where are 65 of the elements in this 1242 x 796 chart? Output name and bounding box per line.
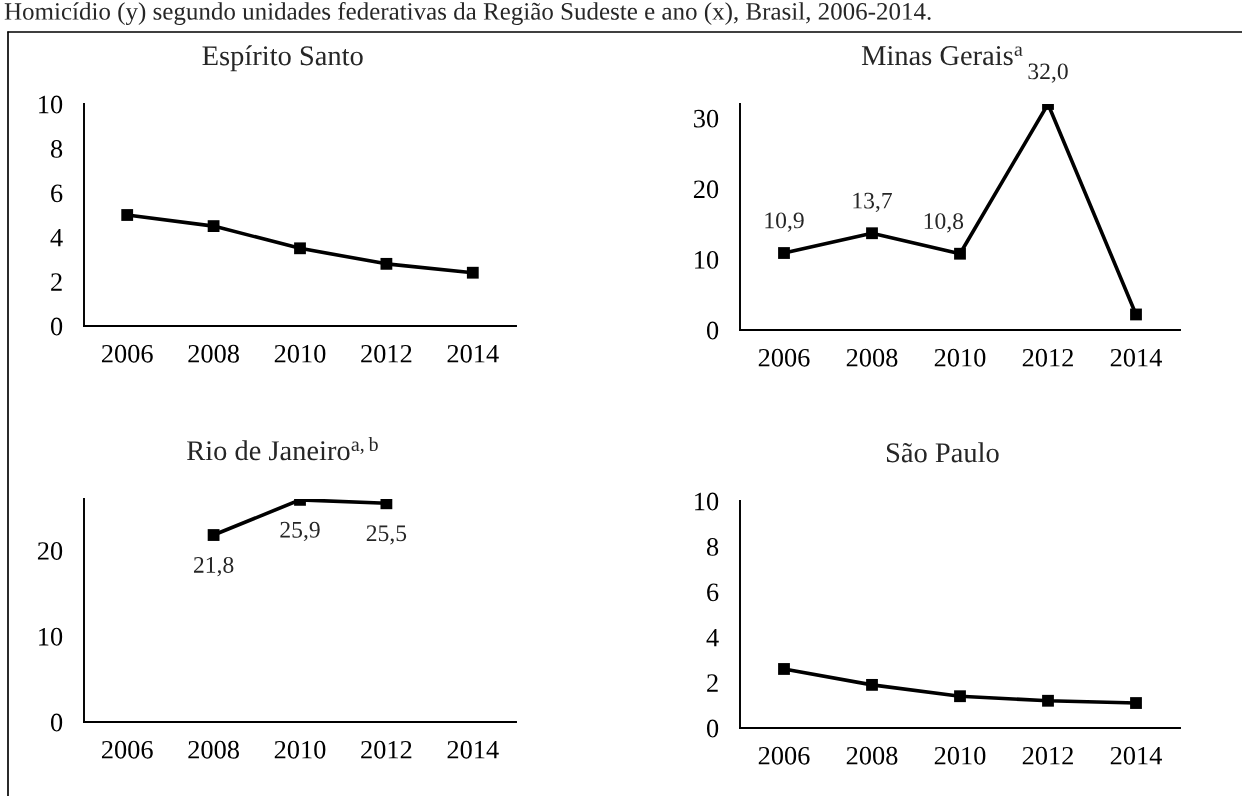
x-tick-label: 2010 (934, 348, 986, 367)
chart-title: São Paulo (886, 442, 999, 463)
data-label: 10,9 (765, 212, 804, 232)
x-tick-label: 2014 (447, 344, 499, 363)
point (778, 247, 790, 259)
chart-title: Minas Gerais$^{a}$ (861, 46, 1023, 66)
y-tick-label: 0 (706, 719, 719, 738)
x-tick-label: 2008 (188, 344, 239, 363)
point (1130, 308, 1142, 321)
y-tick-label: 10 (695, 492, 719, 511)
x-tick-label: 2010 (274, 740, 326, 759)
x-tick-label: 2008 (846, 348, 898, 367)
x-tick-label: 2012 (1022, 746, 1073, 765)
y-tick-label: 20 (693, 180, 719, 199)
x-tick-label: 2006 (758, 746, 810, 765)
point (380, 257, 393, 270)
data-label: 13,7 (853, 192, 892, 212)
x-tick-label: 2006 (101, 740, 153, 759)
y-tick-label: 2 (51, 273, 62, 291)
y-tick-label: 0 (706, 321, 719, 340)
point (121, 209, 134, 221)
x-tick-label: 2010 (934, 746, 986, 765)
x-tick-label: 2008 (846, 746, 898, 765)
y-tick-label: 10 (39, 627, 63, 646)
data-label: 25,9 (280, 521, 320, 542)
chart-title: Rio de Janeiro$^{a,b}$ (187, 437, 378, 461)
point (1130, 697, 1142, 709)
text: Homicídio (y) segundo unidades federativas da Região Sudeste e ano (x), Brasil, 2006-2014. (4, 2, 931, 25)
y-tick-label: 8 (50, 140, 63, 158)
x-tick-label: 2014 (1110, 746, 1162, 765)
point (866, 678, 878, 691)
point (294, 242, 306, 255)
point (778, 663, 790, 675)
y-tick-label: 4 (706, 628, 719, 647)
y-tick-label: 8 (706, 538, 719, 556)
y-tick-label: 30 (694, 109, 719, 128)
y-tick-label: 10 (695, 250, 719, 269)
y-tick-label: 0 (50, 713, 63, 732)
y-tick-label: 6 (707, 583, 719, 602)
point (866, 227, 878, 240)
x-tick-label: 2012 (361, 740, 412, 759)
x-tick-label: 2010 (274, 344, 326, 363)
point (954, 690, 966, 703)
y-tick-label: 6 (51, 184, 63, 203)
x-tick-label: 2012 (361, 344, 412, 363)
point (207, 220, 220, 232)
point (1042, 694, 1054, 707)
data-label: 32,0 (1028, 63, 1068, 83)
x-tick-label: 2006 (758, 348, 810, 367)
y-tick-label: 4 (50, 228, 63, 247)
x-tick-label: 2006 (101, 344, 153, 363)
y-tick-label: 2 (707, 674, 718, 692)
x-tick-label: 2008 (188, 740, 239, 759)
point (466, 266, 479, 279)
data-label: 10,8 (924, 213, 964, 233)
chart-title: Espírito Santo (202, 45, 363, 72)
point (954, 247, 966, 260)
data-label: 25,5 (366, 525, 407, 545)
y-tick-label: 20 (37, 542, 63, 560)
x-tick-label: 2014 (1110, 348, 1162, 367)
data-label: 21,8 (193, 556, 234, 577)
x-tick-label: 2012 (1022, 348, 1073, 367)
y-tick-label: 0 (50, 317, 63, 336)
x-tick-label: 2014 (447, 740, 499, 759)
y-tick-label: 10 (39, 95, 63, 114)
